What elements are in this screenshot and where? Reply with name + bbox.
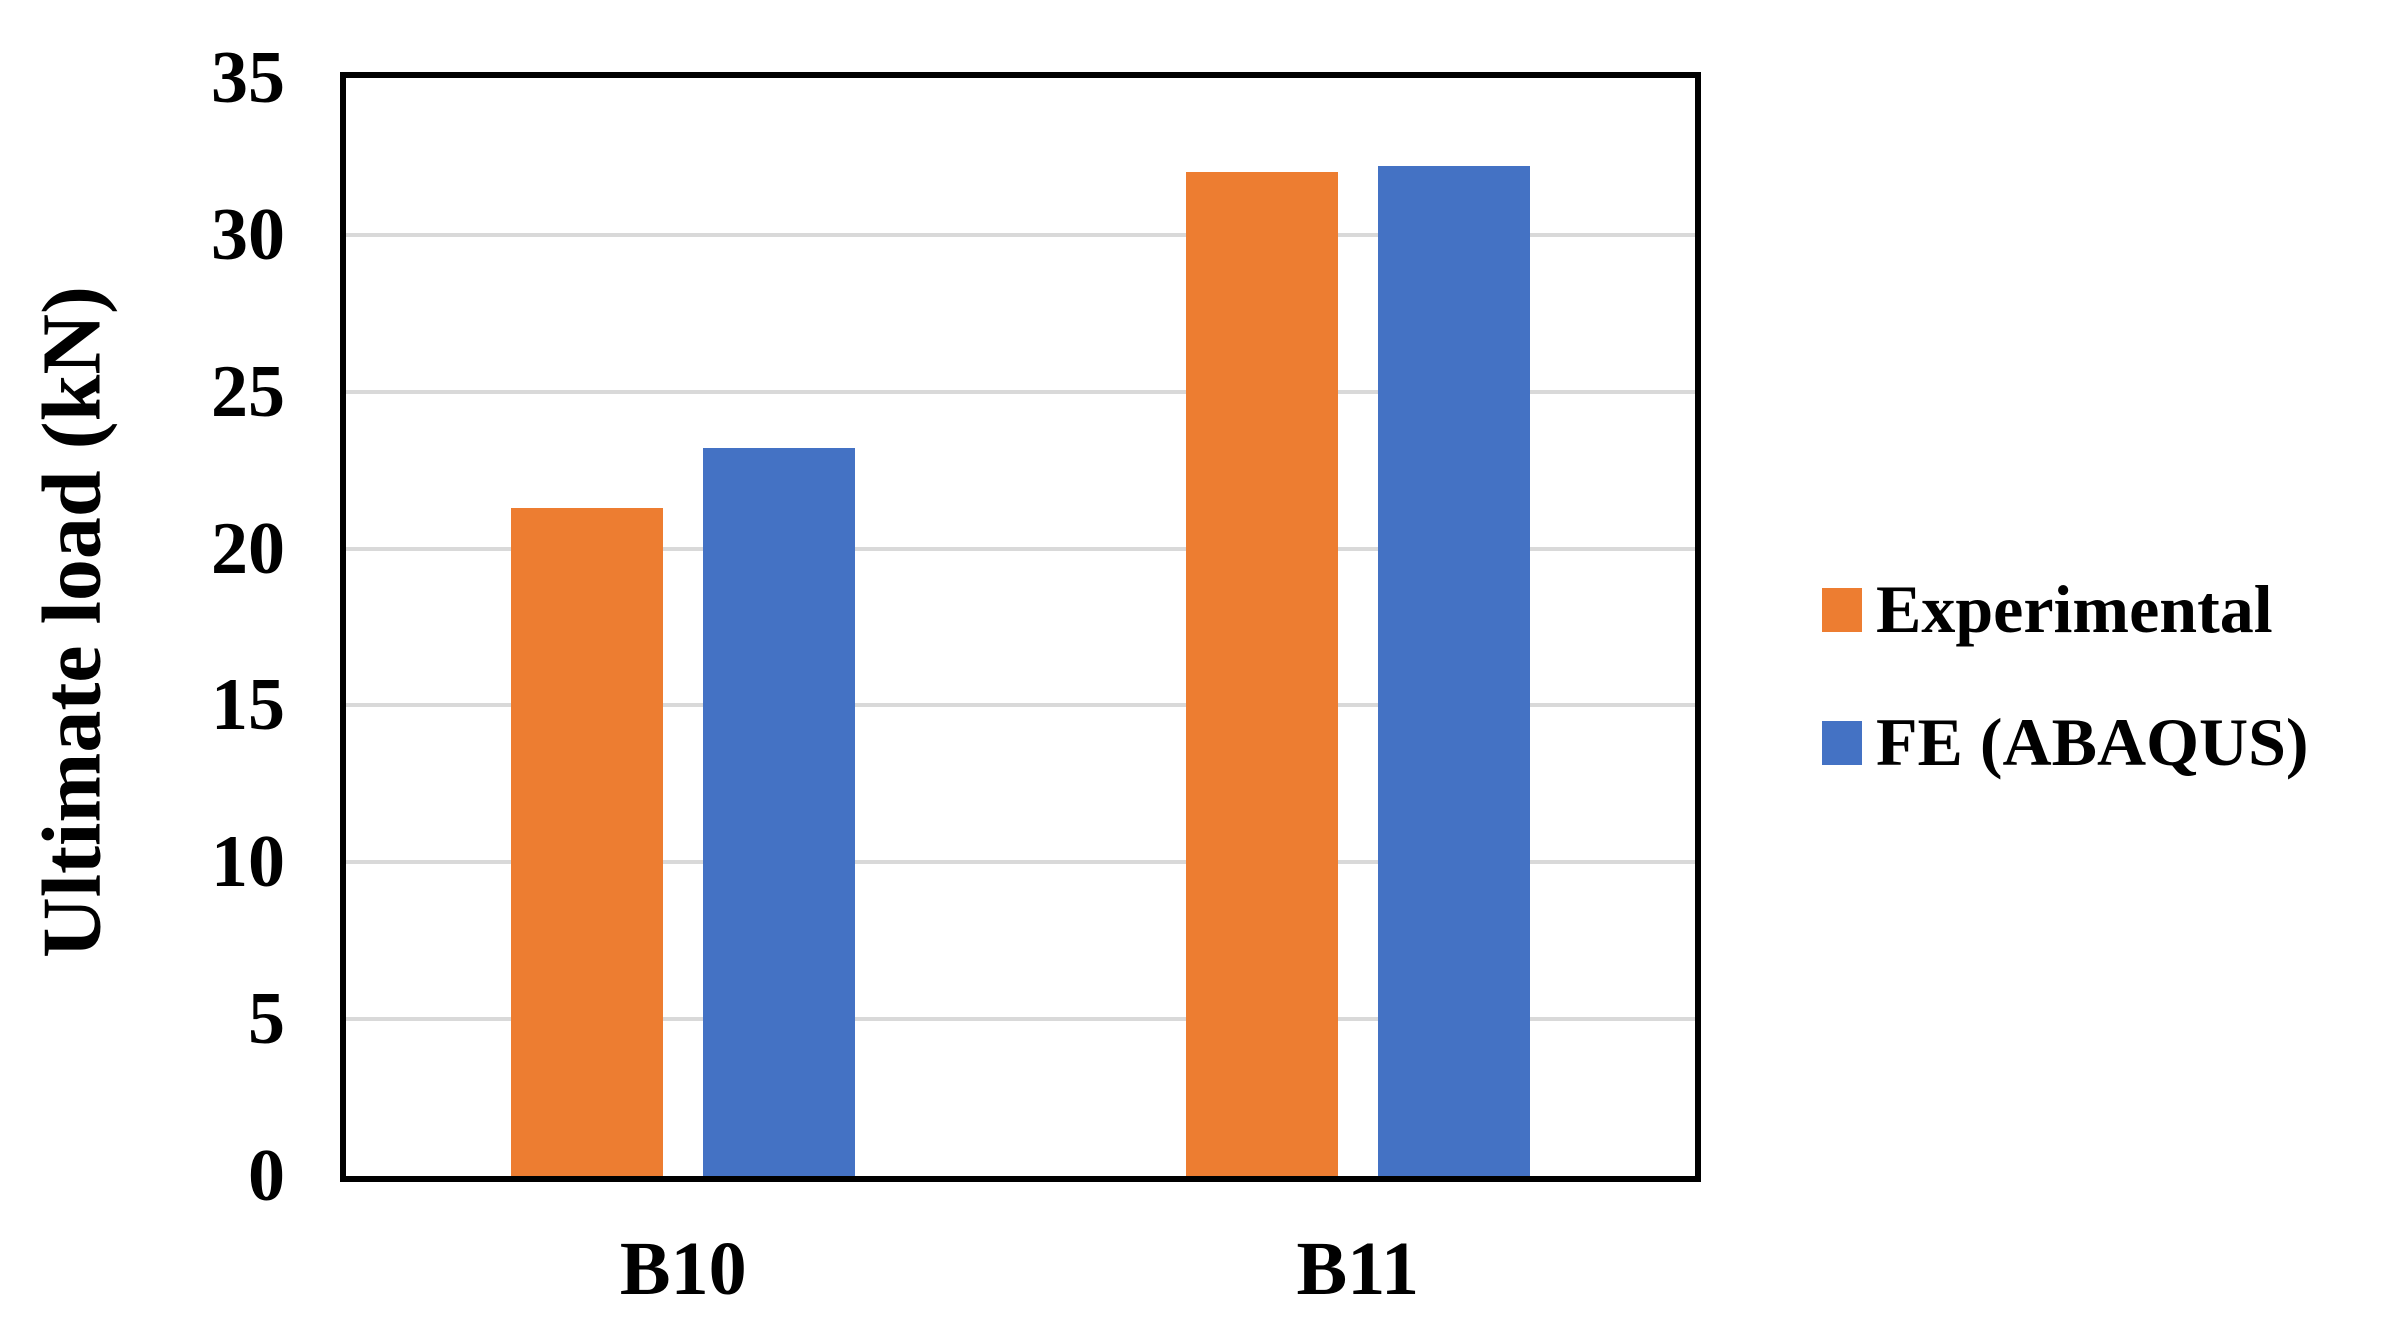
y-tick-label: 25	[211, 350, 285, 433]
gridline	[346, 546, 1695, 551]
bar-fe-abaqus-b11	[1377, 165, 1530, 1176]
y-tick-label: 15	[211, 664, 285, 747]
x-category-label: B10	[619, 1227, 747, 1311]
legend-swatch	[1822, 720, 1862, 765]
y-tick-label: 35	[211, 37, 285, 119]
legend-swatch	[1822, 587, 1862, 632]
bar-fe-abaqus-b10	[703, 448, 856, 1176]
y-tick-label: 5	[248, 978, 285, 1061]
gridline	[346, 703, 1695, 708]
x-category-label: B11	[1296, 1227, 1420, 1311]
y-tick-label: 20	[211, 507, 285, 590]
y-tick-label: 10	[211, 821, 285, 904]
legend-label: Experimental	[1876, 571, 2273, 647]
legend-item: Experimental	[1822, 565, 2309, 654]
gridline	[346, 232, 1695, 237]
y-tick-label: 30	[211, 193, 285, 276]
bar-experimental-b10	[511, 507, 664, 1176]
gridline	[346, 389, 1695, 394]
y-tick-label: 0	[248, 1135, 285, 1217]
plot-area	[340, 72, 1701, 1182]
legend-item: FE (ABAQUS)	[1822, 698, 2309, 787]
gridline	[346, 1017, 1695, 1022]
gridline	[346, 860, 1695, 865]
legend-label: FE (ABAQUS)	[1876, 704, 2309, 780]
bar-experimental-b11	[1185, 172, 1338, 1176]
legend: Experimental FE (ABAQUS)	[1822, 565, 2309, 787]
